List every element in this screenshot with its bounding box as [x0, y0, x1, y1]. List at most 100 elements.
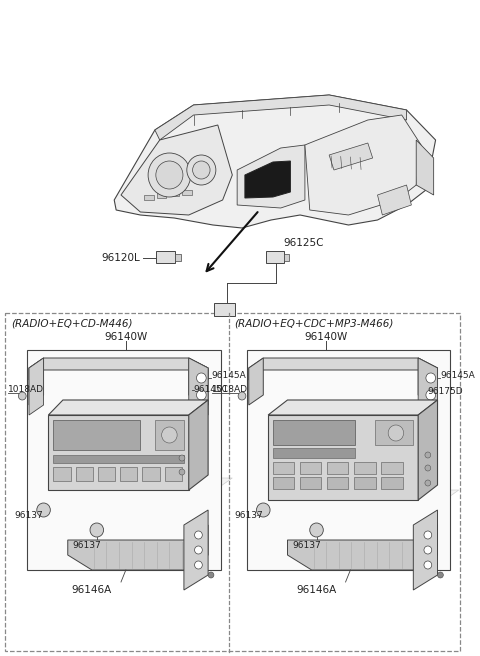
Polygon shape [184, 510, 208, 590]
Text: 96137: 96137 [72, 541, 101, 550]
Polygon shape [48, 400, 208, 415]
Bar [273, 477, 294, 489]
Circle shape [238, 392, 246, 400]
Circle shape [425, 465, 431, 471]
Polygon shape [68, 525, 208, 570]
Bar [156, 251, 175, 263]
Polygon shape [155, 95, 407, 140]
Text: 96145A: 96145A [211, 371, 246, 380]
Circle shape [438, 572, 444, 578]
Polygon shape [249, 358, 438, 380]
Text: 96137: 96137 [234, 510, 263, 520]
Circle shape [310, 523, 324, 537]
Circle shape [256, 503, 270, 517]
Bar [273, 448, 355, 458]
Circle shape [424, 531, 432, 539]
Circle shape [148, 153, 191, 197]
Polygon shape [249, 490, 459, 505]
Polygon shape [29, 358, 44, 405]
Circle shape [196, 373, 206, 383]
Bar [169, 191, 179, 196]
Bar [182, 190, 192, 195]
Text: 96125C: 96125C [284, 238, 324, 248]
Polygon shape [29, 358, 208, 380]
Bar [144, 195, 154, 200]
Text: 96146A: 96146A [297, 585, 336, 595]
Bar [75, 467, 93, 481]
Polygon shape [329, 143, 372, 170]
Text: 96137: 96137 [14, 510, 43, 520]
Circle shape [162, 427, 177, 443]
Circle shape [192, 161, 210, 179]
Polygon shape [189, 400, 208, 490]
Text: 96175D: 96175D [428, 388, 464, 396]
Bar [142, 467, 160, 481]
Bar [155, 420, 184, 450]
Circle shape [194, 561, 202, 569]
Circle shape [194, 546, 202, 554]
Text: 96140W: 96140W [104, 332, 147, 342]
Bar [120, 467, 137, 481]
Polygon shape [121, 125, 232, 215]
Bar [273, 462, 294, 474]
Bar [354, 462, 375, 474]
Circle shape [425, 452, 431, 458]
Polygon shape [418, 358, 438, 405]
Circle shape [156, 161, 183, 189]
Circle shape [187, 155, 216, 185]
Bar [382, 462, 403, 474]
Polygon shape [416, 140, 433, 195]
Circle shape [179, 469, 185, 475]
Bar [175, 254, 181, 261]
Bar [214, 303, 235, 316]
Polygon shape [268, 400, 438, 415]
Circle shape [424, 546, 432, 554]
Bar [53, 455, 184, 463]
Circle shape [196, 390, 206, 400]
Polygon shape [377, 185, 411, 215]
Text: (RADIO+EQ+CD-M446): (RADIO+EQ+CD-M446) [12, 318, 133, 328]
Bar [327, 477, 348, 489]
Polygon shape [29, 478, 232, 495]
Text: 96140W: 96140W [305, 332, 348, 342]
Polygon shape [288, 525, 438, 570]
Polygon shape [48, 415, 189, 490]
Circle shape [194, 531, 202, 539]
Bar [300, 462, 322, 474]
Bar [53, 467, 71, 481]
Text: (RADIO+EQ+CDC+MP3-M466): (RADIO+EQ+CDC+MP3-M466) [234, 318, 394, 328]
Bar [247, 350, 450, 570]
Text: 96120L: 96120L [102, 253, 140, 263]
Polygon shape [418, 400, 438, 500]
Polygon shape [413, 510, 438, 590]
Circle shape [426, 373, 435, 383]
Circle shape [179, 455, 185, 461]
Text: 1018AD: 1018AD [8, 386, 44, 394]
Text: 96145C: 96145C [193, 386, 228, 394]
Polygon shape [268, 415, 418, 500]
Circle shape [37, 503, 50, 517]
Circle shape [426, 390, 435, 400]
Polygon shape [245, 161, 290, 198]
Bar [5, 313, 460, 651]
Bar [98, 467, 115, 481]
Polygon shape [29, 358, 44, 415]
Circle shape [425, 480, 431, 486]
Polygon shape [114, 95, 435, 228]
Circle shape [424, 561, 432, 569]
Polygon shape [237, 145, 305, 208]
Circle shape [18, 392, 26, 400]
Bar [157, 193, 167, 198]
Text: 1018AD: 1018AD [212, 386, 248, 394]
Text: 96137: 96137 [292, 541, 321, 550]
Text: 96145A: 96145A [441, 371, 475, 380]
Bar [354, 477, 375, 489]
Bar [284, 254, 289, 261]
Circle shape [90, 523, 104, 537]
Bar [165, 467, 182, 481]
Bar [266, 251, 284, 263]
Bar [382, 477, 403, 489]
Bar [53, 420, 140, 450]
Bar [273, 420, 355, 445]
Bar [27, 350, 221, 570]
